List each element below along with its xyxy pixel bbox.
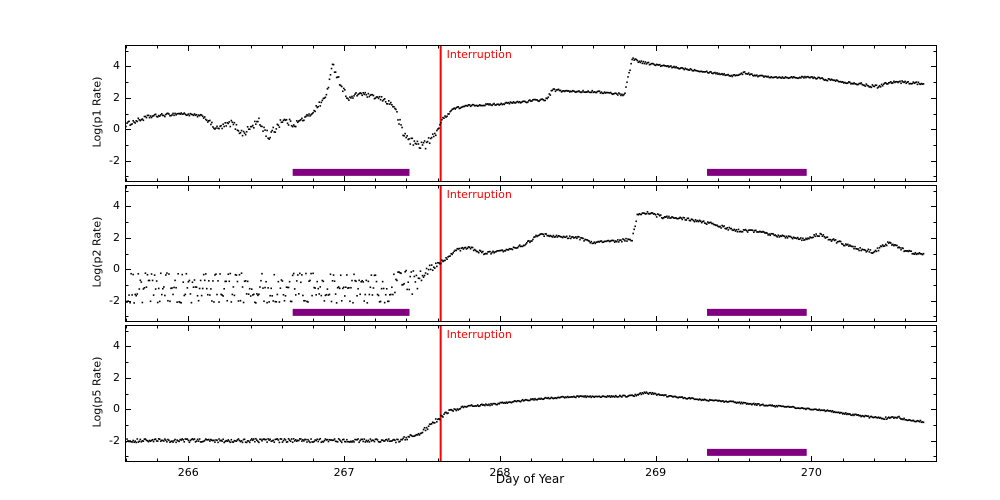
y-axis-label-p1: Log(p1 Rate)	[90, 76, 104, 148]
panel-p1: Interruption -2 0 2 4	[109, 45, 937, 182]
interruption-label-p5: Interruption	[446, 328, 512, 341]
y-tick-label: 0	[113, 122, 120, 136]
x-tick-label: 269	[645, 466, 667, 479]
x-axis-label: Day of Year	[495, 472, 565, 486]
y-axis-label-p2: Log(p2 Rate)	[90, 216, 104, 288]
y-tick-label: 2	[113, 230, 120, 244]
plot-canvas-p2	[126, 186, 936, 321]
panel-p5: Interruption -2 0 2 4 266 267 268 269 270	[109, 325, 937, 479]
plot-canvas-p5	[126, 326, 936, 461]
y-tick-label: 0	[113, 402, 120, 416]
y-tick-label: 4	[113, 339, 120, 353]
x-tick-label: 270	[800, 466, 822, 479]
y-tick-label: -2	[109, 293, 120, 307]
interruption-label-p2: Interruption	[446, 188, 512, 201]
x-tick-label: 268	[489, 466, 511, 479]
y-tick-label: 4	[113, 199, 120, 213]
interruption-label-p1: Interruption	[446, 48, 512, 61]
plot-canvas-p1	[126, 46, 936, 181]
x-tick-label: 267	[333, 466, 355, 479]
x-tick-label: 266	[177, 466, 199, 479]
y-tick-label: 2	[113, 370, 120, 384]
y-tick-label: 4	[113, 59, 120, 73]
y-tick-label: 2	[113, 90, 120, 104]
panel-p2: Interruption -2 0 2 4	[109, 185, 937, 322]
y-axis-label-p5: Log(p5 Rate)	[90, 356, 104, 428]
y-tick-label: -2	[109, 433, 120, 447]
y-tick-label: 0	[113, 262, 120, 276]
y-tick-label: -2	[109, 153, 120, 167]
